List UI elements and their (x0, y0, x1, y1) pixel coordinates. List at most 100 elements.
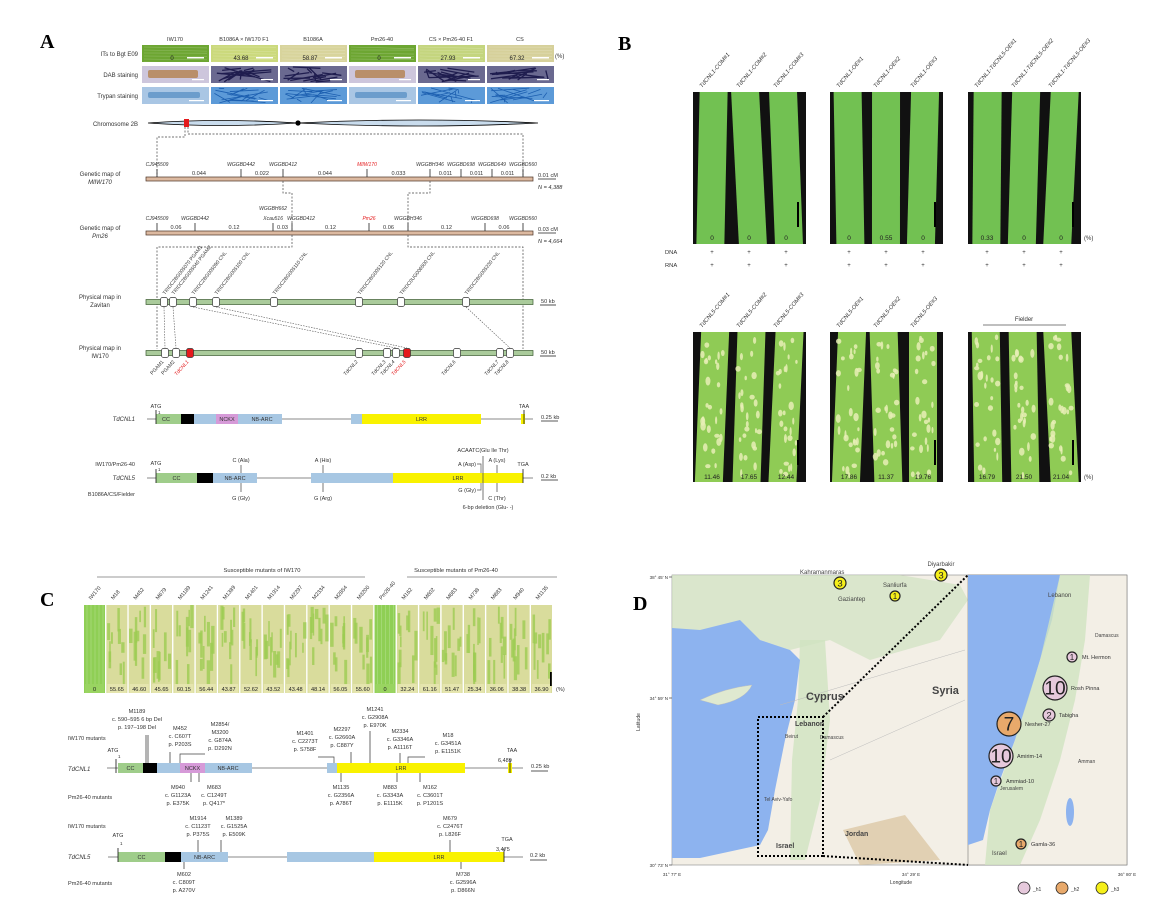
mutant-label: M679 (155, 587, 168, 601)
variant-connector (477, 463, 482, 473)
powdery-mildew-colony (1051, 419, 1057, 425)
cc-domain (118, 852, 165, 862)
candidate-gene-box (186, 348, 194, 358)
group-header: Susceptible mutants of IW170 (223, 568, 300, 574)
hyphae-stain (310, 76, 338, 83)
mutation-annotation: c. G3343A (377, 793, 404, 799)
leaf-green-streak (334, 657, 338, 672)
leaf-green-streak (220, 605, 224, 630)
motif-box (165, 852, 181, 862)
powdery-mildew-colony (922, 351, 925, 360)
gene-box (270, 297, 278, 307)
genetic-distance: 0.011 (439, 171, 453, 177)
genetic-distance: 0.12 (229, 225, 240, 231)
hyphae-stain (527, 89, 541, 95)
powdery-mildew-colony (782, 471, 789, 477)
genetic-distance: 0.022 (255, 171, 269, 177)
hyphae-stain (491, 96, 533, 99)
mutation-annotation: M2854/ (211, 722, 230, 728)
leaf-green-streak (547, 663, 551, 679)
leaf-green-streak (334, 616, 338, 627)
leaf-vein (143, 61, 208, 64)
powdery-mildew-colony (1019, 385, 1024, 391)
powdery-mildew-colony (1021, 406, 1025, 414)
site-circle (988, 743, 1014, 769)
powdery-mildew-colony (705, 357, 708, 363)
fungal-spore-stain (355, 70, 405, 78)
rna-plus: + (1059, 263, 1063, 269)
leaf-green-streak (473, 664, 476, 691)
powdery-mildew-colony (1054, 334, 1058, 340)
leaf-green-streak (433, 608, 437, 622)
place-name: Jordan (845, 831, 868, 838)
site-circle (990, 775, 1002, 787)
value-box (509, 684, 529, 693)
site-count: 3 (938, 570, 943, 581)
line-label: TdCNL5-COM#1 (699, 292, 732, 329)
mutation-annotation: M602 (177, 872, 191, 878)
scale-bar (534, 100, 549, 102)
leaf-green-streak (499, 622, 502, 644)
powdery-mildew-colony (875, 407, 881, 413)
vegetation-area (790, 640, 830, 860)
hyphae-stain (440, 71, 455, 77)
leaf-green-streak (533, 642, 536, 670)
powdery-mildew-colony (837, 426, 841, 435)
hyphae-stain (441, 75, 470, 83)
powdery-mildew-colony (1061, 406, 1067, 415)
mutant-label: M1189 (177, 585, 192, 601)
gene-label: TdCNL1 (174, 359, 191, 377)
powdery-mildew-colony (1028, 455, 1032, 462)
leaf-green-streak (290, 630, 292, 650)
rna-plus: + (784, 263, 788, 269)
powdery-mildew-colony (789, 427, 792, 436)
mutant-group-label: IW170 mutants (68, 736, 106, 742)
gene-box (355, 297, 363, 307)
mutation-annotation: p. 197–198 Del (118, 725, 156, 731)
disease-value: 0 (921, 235, 925, 242)
powdery-mildew-colony (923, 419, 929, 425)
disease-value: 0.55 (880, 235, 893, 242)
leaf-green-streak (467, 624, 471, 654)
motif-box (181, 414, 194, 424)
legend-swatch (1055, 881, 1069, 895)
place-name: Cyprus (806, 691, 844, 703)
gene-box (169, 297, 177, 307)
powdery-mildew-colony (740, 389, 744, 397)
leaf-vein (281, 55, 346, 57)
hyphae-stain (290, 88, 307, 100)
rna-plus: + (1022, 263, 1026, 269)
gene-box (160, 297, 168, 307)
exon-domain (287, 852, 374, 862)
hyphae-stain (246, 89, 265, 101)
mutation-annotation: M883 (383, 785, 397, 791)
powdery-mildew-colony (993, 447, 997, 452)
powdery-mildew-colony (916, 342, 921, 351)
domain-label: LRR (433, 855, 444, 861)
stop-codon-label: TAA (519, 404, 530, 410)
powdery-mildew-colony (875, 362, 880, 370)
powdery-mildew-colony (700, 350, 705, 359)
nb-arc-domain (181, 852, 228, 862)
mutation-annotation: p. E375K (166, 801, 189, 807)
hyphae-stain (457, 88, 460, 94)
line-label: TdCNL1-COM#2 (736, 52, 769, 90)
mutation-annotation: M18 (443, 733, 454, 739)
leaf-green-streak (117, 628, 121, 644)
powdery-mildew-colony (1014, 349, 1019, 358)
powdery-mildew-colony (910, 446, 915, 451)
powdery-mildew-colony (756, 429, 762, 435)
gene-box (189, 297, 197, 307)
target-region-marker (184, 119, 189, 127)
domain-label: CC (173, 476, 181, 482)
dna-plus: + (884, 250, 888, 256)
hyphae-stain (448, 87, 459, 90)
leaf-green-streak (206, 660, 211, 685)
gene-label: TdCNL6 (441, 359, 458, 377)
site-circle (1042, 675, 1068, 701)
leaf-green-streak (369, 656, 373, 683)
powdery-mildew-colony (1014, 386, 1018, 393)
candidate-gene-box (403, 348, 411, 358)
powdery-mildew-colony (995, 380, 1001, 387)
gene-label: TdCNL2 (343, 359, 360, 377)
